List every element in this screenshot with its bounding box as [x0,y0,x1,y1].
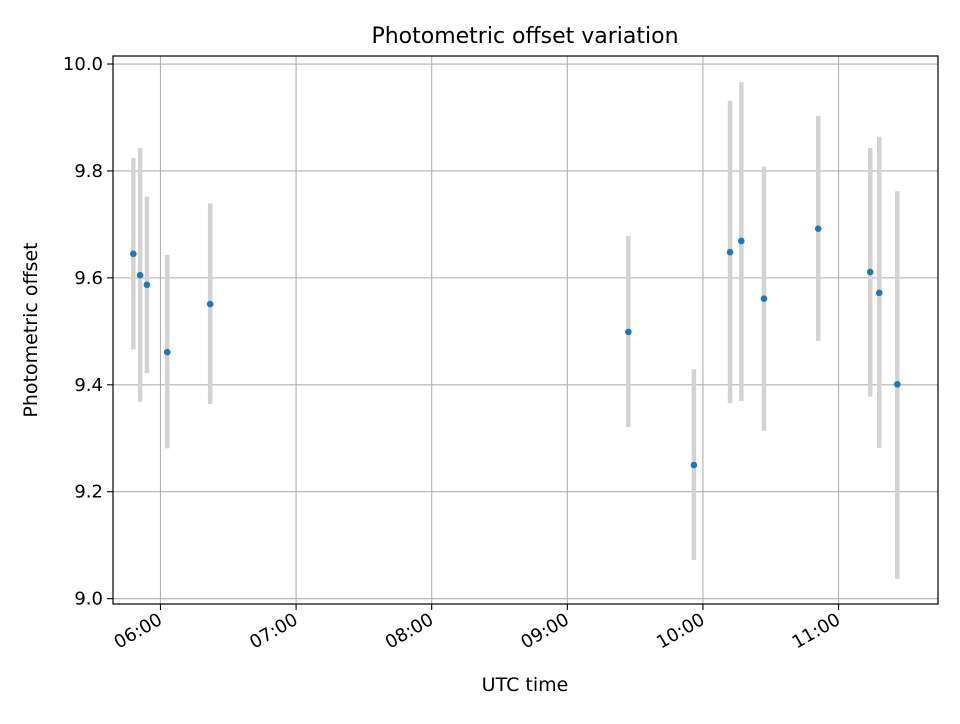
data-point [163,348,171,356]
data-point [625,328,632,336]
y-tick-label: 9.4 [74,375,103,396]
data-point [206,300,214,308]
y-tick-label: 9.2 [74,482,103,503]
chart-title: Photometric offset variation [371,24,678,49]
data-point [760,295,768,303]
data-point [690,461,698,469]
data-point [130,250,137,258]
grid-lines [113,56,938,604]
y-axis-label: Photometric offset [20,242,42,417]
data-point [143,281,151,289]
data-point [136,271,144,279]
y-axis-ticks: 9.0 9.2 9.4 9.6 9.8 10.0 [63,54,113,610]
data-point [875,289,883,297]
data-point [814,225,822,232]
data-point [726,248,734,256]
data-points [130,225,901,469]
data-point [894,380,901,388]
data-point [738,237,745,245]
plot-area-frame [112,55,939,605]
y-tick-label: 9.0 [74,589,103,610]
data-point [866,268,874,276]
plot-area-background [113,56,938,604]
x-axis-label: UTC time [482,674,569,696]
y-tick-label: 10.0 [63,54,103,75]
y-tick-label: 9.8 [74,161,103,182]
y-tick-label: 9.6 [74,268,103,289]
